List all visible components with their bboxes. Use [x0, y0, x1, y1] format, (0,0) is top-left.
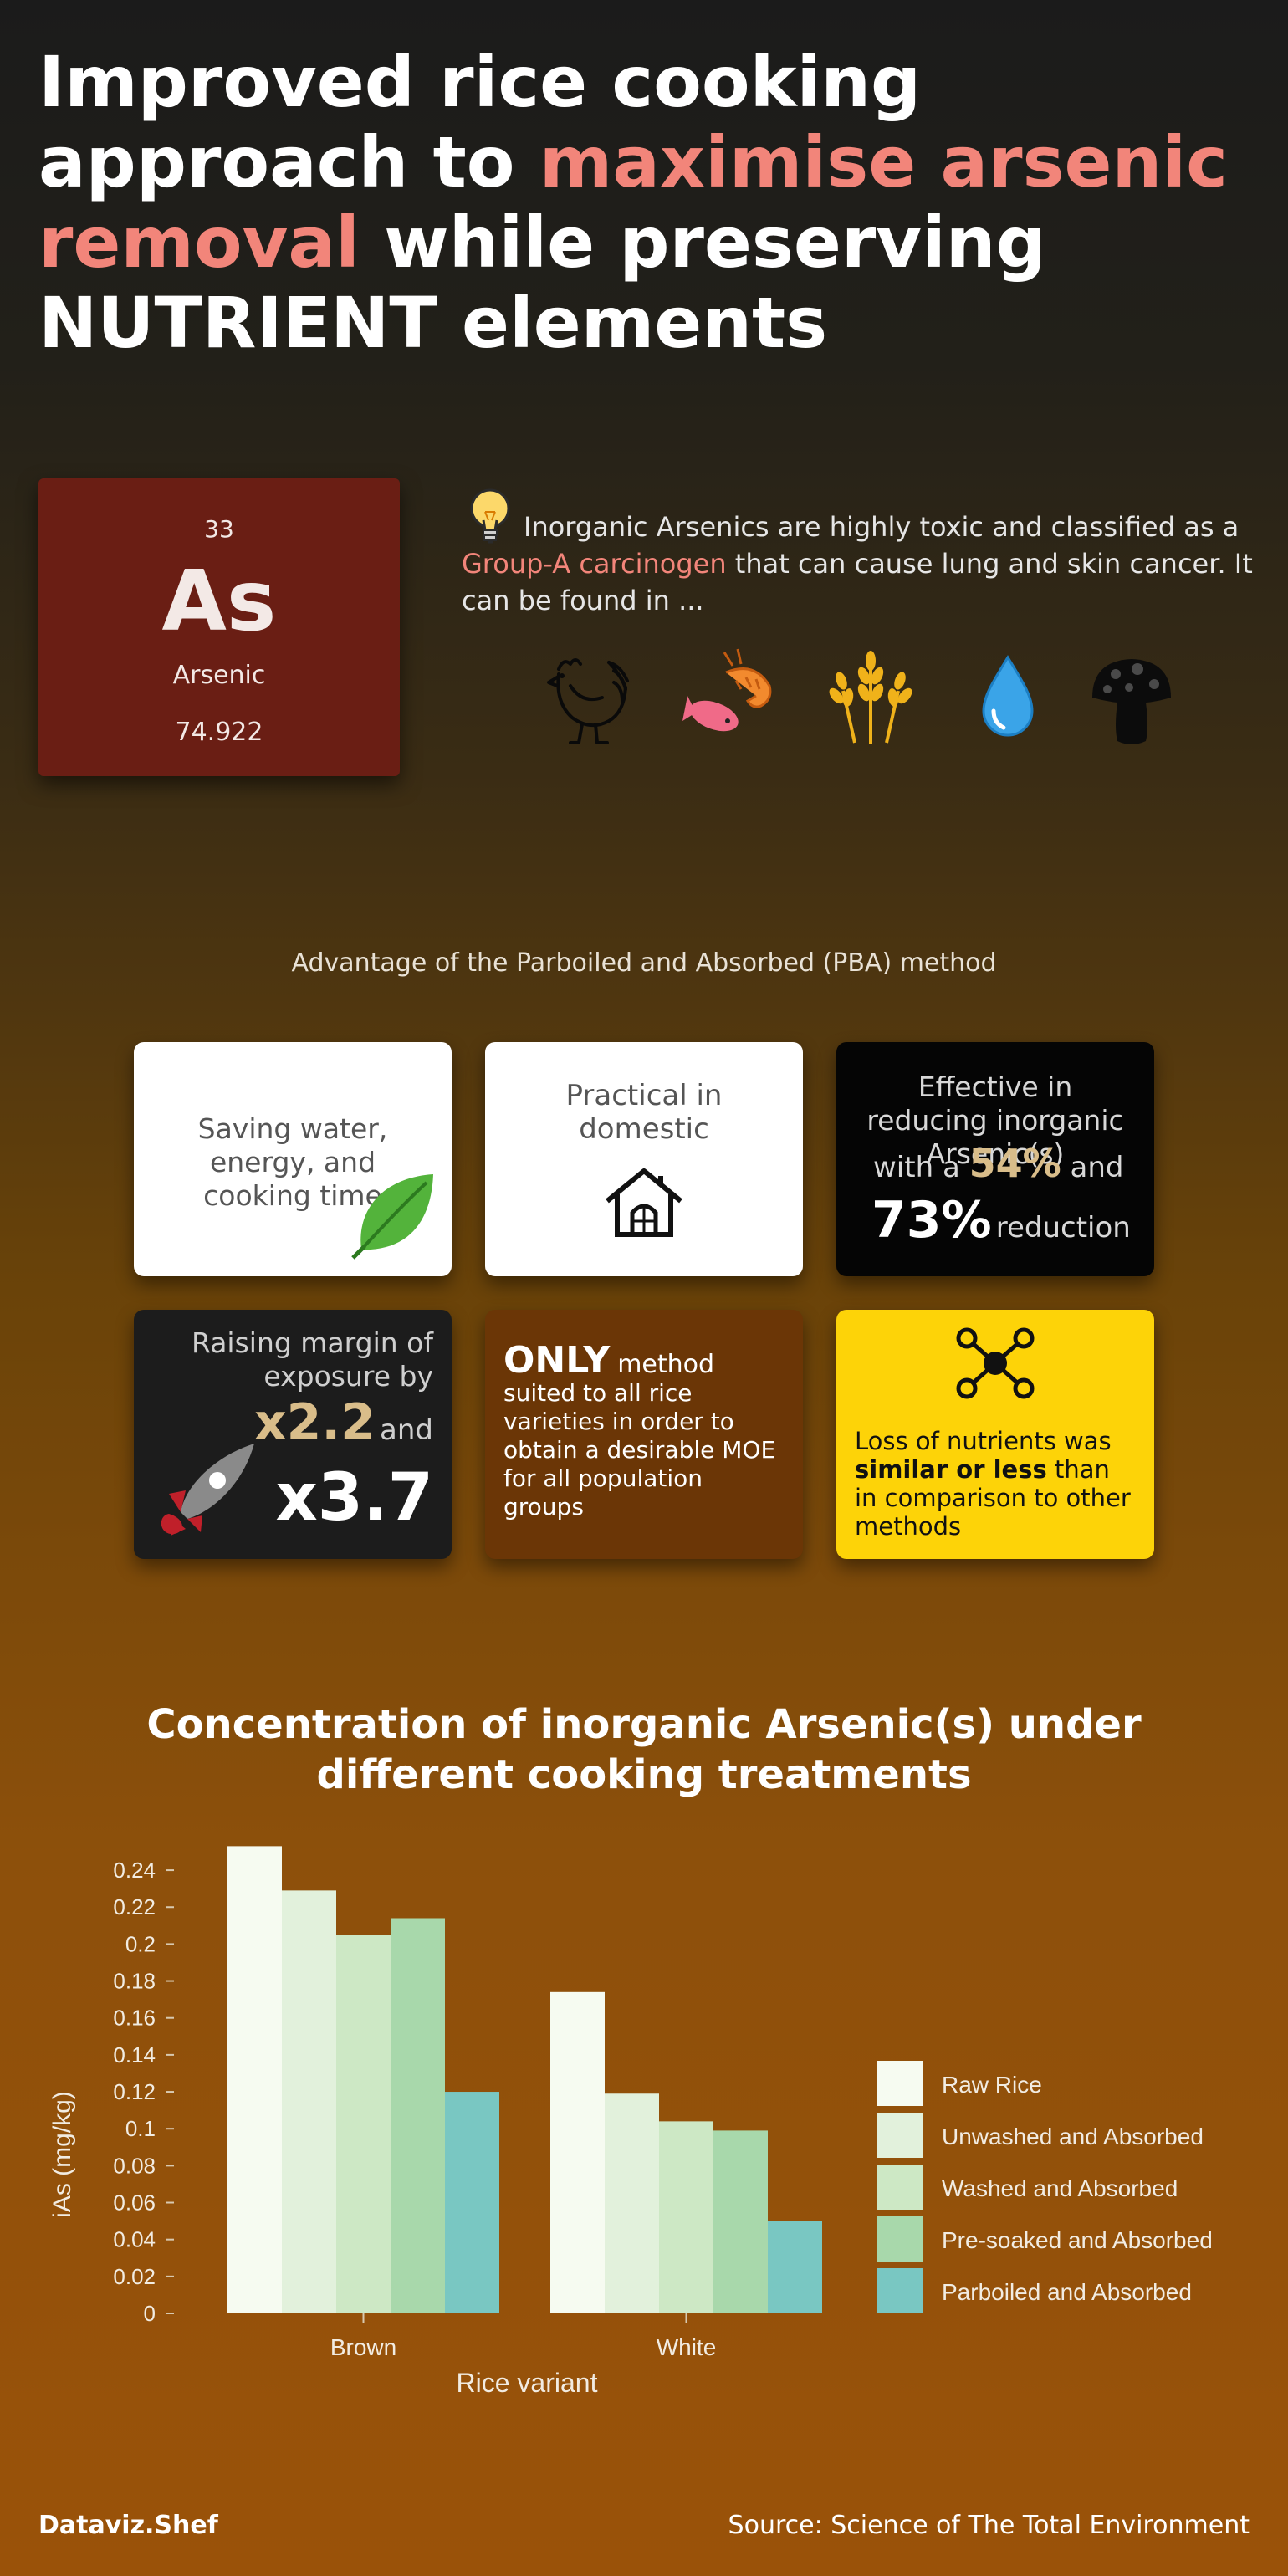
card-moe-line2: x2.2 and: [254, 1393, 433, 1452]
card-practical-text: Practical in domestic: [565, 1079, 723, 1146]
intro-text1: Inorganic Arsenics are highly toxic and …: [524, 511, 1239, 543]
bar-brown-3: [336, 1935, 391, 2313]
moe-factor-1: x2.2: [253, 1393, 376, 1452]
bar-brown-1: [227, 1846, 282, 2313]
y-tick-label: 0.2: [125, 1931, 156, 1956]
brand-logo: Dataviz.Shef: [38, 2511, 218, 2540]
atomic-mass: 74.922: [175, 718, 263, 747]
page-title: Improved rice cooking approach to maximi…: [38, 42, 1268, 363]
y-tick-label: 0.12: [113, 2079, 156, 2104]
reduction-pct-1: 54%: [969, 1141, 1061, 1186]
legend-label: Unwashed and Absorbed: [942, 2124, 1204, 2149]
rocket-icon: [161, 1444, 254, 1536]
y-tick-label: 0.04: [113, 2227, 156, 2252]
legend-swatch: [877, 2113, 923, 2158]
only-rest1: method: [617, 1350, 715, 1379]
only-label: ONLY: [503, 1339, 611, 1382]
house-icon: [606, 1168, 682, 1237]
mushroom-icon: [1092, 659, 1171, 744]
y-tick-label: 0.14: [113, 2042, 156, 2067]
chart-title: Concentration of inorganic Arsenic(s) un…: [146, 1701, 1142, 1798]
lightbulb-icon: [470, 488, 510, 544]
rooster-icon: [547, 658, 629, 744]
seafood-icon: [682, 648, 772, 732]
advantages-heading: Advantage of the Parboiled and Absorbed …: [291, 948, 997, 978]
y-tick-label: 0.18: [113, 1969, 156, 1994]
y-tick-label: 0.1: [125, 2116, 156, 2141]
y-tick-label: 0.06: [113, 2190, 156, 2216]
x-tick-label: Brown: [330, 2334, 396, 2360]
only-rest2: suited to all rice varieties in order to…: [503, 1379, 776, 1521]
bar-brown-5: [445, 2092, 499, 2313]
legend-label: Washed and Absorbed: [942, 2175, 1178, 2201]
nutrients-text1: Loss of nutrients was: [855, 1427, 1112, 1455]
card-effective-with: with a: [873, 1151, 960, 1184]
element-symbol: As: [161, 552, 277, 650]
legend-swatch: [877, 2268, 923, 2313]
bar-white-2: [605, 2093, 659, 2313]
card-effective-and: and: [1070, 1151, 1124, 1184]
card-moe: Raising margin of exposure by x2.2 and x…: [134, 1310, 452, 1559]
intro-text2: that can cause lung and skin cancer. It …: [462, 548, 1253, 616]
card-only-method: ONLY method suited to all rice varieties…: [485, 1310, 803, 1559]
source-credit: Source: Science of The Total Environment: [728, 2511, 1250, 2540]
water-drop-icon: [982, 655, 1034, 737]
leaf-icon: [351, 1174, 433, 1260]
y-tick-label: 0.24: [113, 1858, 156, 1883]
card-moe-and: and: [380, 1413, 433, 1447]
legend-label: Raw Rice: [942, 2072, 1042, 2098]
x-tick-label: White: [657, 2334, 717, 2360]
legend-label: Pre-soaked and Absorbed: [942, 2227, 1213, 2253]
bar-brown-4: [391, 1918, 445, 2313]
title-highlight: maximise arsenic removal: [38, 121, 1228, 284]
card-nutrients-text: Loss of nutrients was similar or less th…: [855, 1427, 1137, 1541]
nutrients-text2: than in comparison to other methods: [855, 1455, 1131, 1541]
arsenic-intro-text: Inorganic Arsenics are highly toxic and …: [462, 509, 1256, 619]
bar-white-5: [768, 2221, 822, 2313]
title-part1: Improved rice cooking approach to: [38, 41, 922, 203]
legend-label: Parboiled and Absorbed: [942, 2279, 1192, 2305]
card-moe-line1: Raising margin of exposure by: [192, 1326, 433, 1393]
card-effective-line2: with a 54% and: [873, 1141, 1123, 1186]
wheat-icon: [829, 651, 912, 744]
bar-white-3: [659, 2121, 713, 2313]
legend-swatch: [877, 2165, 923, 2210]
arsenic-element-card: 33 As Arsenic 74.922: [38, 478, 400, 776]
x-axis-label: Rice variant: [457, 2368, 598, 2398]
molecule-icon: [956, 1327, 1035, 1399]
legend-swatch: [877, 2216, 923, 2262]
intro-highlight: Group-A carcinogen: [462, 548, 727, 580]
card-practical: Practical in domestic: [485, 1042, 803, 1276]
moe-factor-2: x3.7: [275, 1460, 434, 1536]
element-name: Arsenic: [172, 661, 266, 690]
y-tick-label: 0.22: [113, 1894, 156, 1919]
y-tick-label: 0: [144, 2301, 156, 2326]
y-tick-label: 0.08: [113, 2153, 156, 2178]
card-saving-text: Saving water, energy, and cooking time: [197, 1112, 388, 1212]
card-effective: Effective in reducing inorganic Arsenic(…: [836, 1042, 1154, 1276]
bar-chart: 0 0.02 0.04 0.06 0.08 0.1 0.12 0.14 0.16 0.18 0.2 0…: [49, 1846, 1213, 2398]
card-effective-line3: 73% reduction: [871, 1191, 1131, 1250]
card-saving: Saving water, energy, and cooking time: [134, 1042, 452, 1276]
bar-brown-2: [282, 1890, 336, 2313]
atomic-number: 33: [204, 515, 234, 543]
y-tick-label: 0.02: [113, 2264, 156, 2289]
card-effective-line1: Effective in reducing inorganic Arsenic(…: [866, 1071, 1124, 1170]
bar-white-1: [550, 1991, 605, 2313]
reduction-pct-2: 73%: [871, 1191, 992, 1250]
card-nutrients: Loss of nutrients was similar or less th…: [836, 1310, 1154, 1559]
card-effective-reduction: reduction: [995, 1211, 1131, 1245]
y-axis-label: iAs (mg/kg): [49, 2091, 76, 2218]
y-tick-label: 0.16: [113, 2006, 156, 2031]
nutrients-bold: similar or less: [855, 1455, 1047, 1484]
card-only-text: ONLY method suited to all rice varieties…: [503, 1342, 785, 1521]
legend-swatch: [877, 2061, 923, 2106]
title-part2: while preserving NUTRIENT elements: [38, 202, 1046, 364]
bar-white-4: [713, 2130, 768, 2313]
